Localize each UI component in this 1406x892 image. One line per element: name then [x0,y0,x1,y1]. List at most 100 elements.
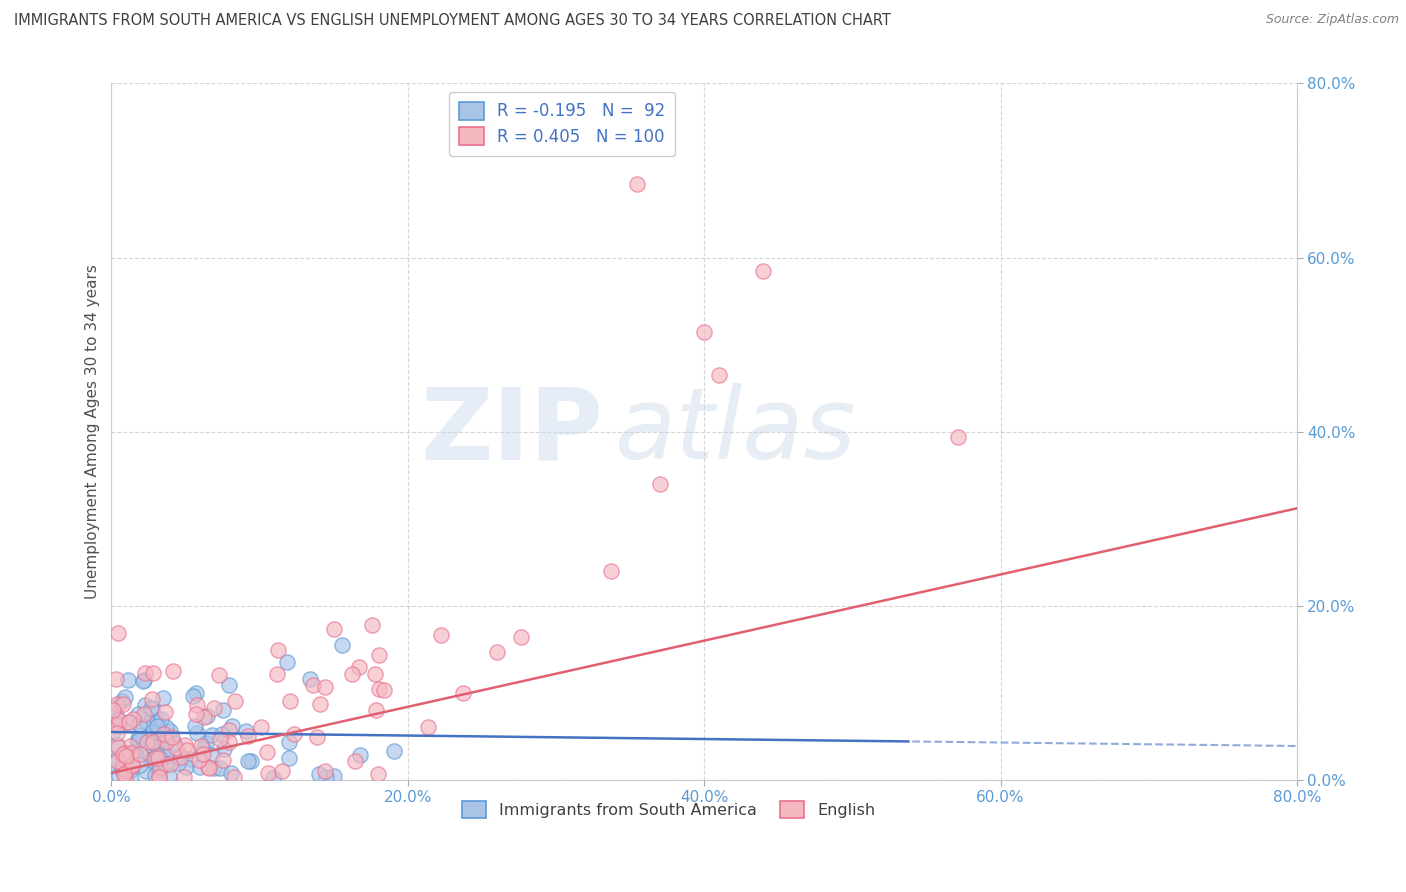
Point [135,745,157,759]
Point [124,748,146,763]
Point [159,757,181,772]
Point [305,730,328,744]
Point [256,766,278,780]
Point [114,772,136,786]
Point [946,430,969,444]
Point [146,714,169,728]
Point [314,680,336,694]
Point [693,325,716,339]
Point [121,759,143,773]
Point [142,735,165,749]
Point [111,694,134,708]
Point [266,667,288,681]
Point [146,719,169,733]
Y-axis label: Unemployment Among Ages 30 to 34 years: Unemployment Among Ages 30 to 34 years [86,264,100,599]
Point [111,747,134,761]
Point [111,764,134,778]
Point [349,747,371,762]
Point [364,667,387,681]
Point [107,740,129,755]
Point [169,749,191,764]
Point [183,690,205,704]
Point [120,746,142,760]
Point [148,770,170,784]
Point [221,719,243,733]
Point [112,761,135,775]
Point [208,731,231,746]
Point [283,727,305,741]
Point [115,764,138,779]
Point [150,752,173,766]
Point [197,760,219,774]
Point [143,713,166,727]
Point [120,772,142,787]
Point [202,761,225,775]
Point [129,747,152,761]
Point [361,617,384,632]
Point [149,712,172,726]
Point [188,760,211,774]
Point [148,764,170,779]
Point [174,760,197,774]
Point [101,724,124,739]
Point [322,769,344,783]
Point [121,712,143,726]
Point [157,769,180,783]
Point [107,714,129,728]
Point [103,701,125,715]
Point [173,770,195,784]
Point [184,686,207,700]
Point [131,674,153,689]
Point [238,729,260,743]
Point [152,743,174,757]
Point [107,718,129,732]
Point [134,698,156,712]
Point [155,749,177,764]
Point [145,758,167,772]
Point [120,763,142,777]
Point [648,477,671,491]
Point [114,690,136,705]
Point [180,752,202,766]
Point [451,685,474,699]
Point [115,715,138,730]
Point [117,714,139,729]
Point [124,744,146,758]
Point [752,263,775,277]
Point [278,734,301,748]
Point [278,694,301,708]
Point [121,758,143,772]
Point [142,725,165,739]
Point [152,690,174,705]
Point [148,751,170,765]
Point [128,733,150,747]
Point [107,625,129,640]
Point [486,645,509,659]
Point [188,753,211,767]
Point [105,708,128,723]
Point [148,770,170,784]
Point [195,709,218,723]
Point [136,715,159,730]
Point [105,726,128,740]
Point [105,752,128,766]
Point [111,756,134,771]
Point [430,628,453,642]
Point [373,683,395,698]
Point [112,767,135,781]
Point [101,703,124,717]
Point [155,719,177,733]
Point [510,630,533,644]
Point [174,738,197,752]
Point [132,673,155,688]
Legend: Immigrants from South America, English: Immigrants from South America, English [456,795,882,824]
Point [190,739,212,753]
Point [193,710,215,724]
Point [163,736,186,750]
Point [256,745,278,759]
Point [184,706,207,721]
Point [208,668,231,682]
Point [368,681,391,696]
Point [155,757,177,772]
Point [120,739,142,754]
